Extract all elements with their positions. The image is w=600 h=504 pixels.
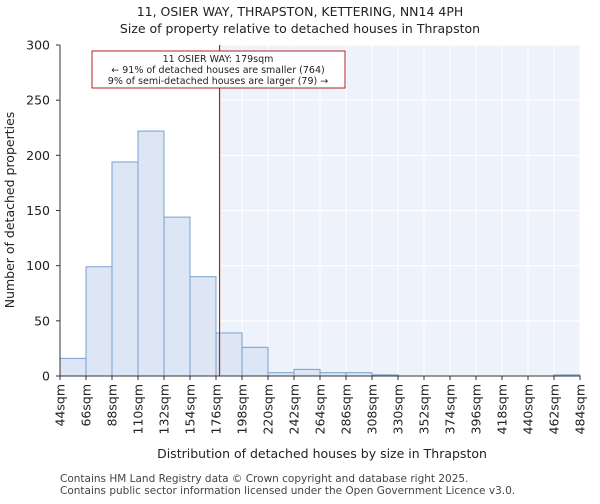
plot-area: 0 50 100 150 200 250 300 44sqm 66sqm 88sqm 110sqm 1… — [26, 38, 587, 435]
annotation-line-2: ← 91% of detached houses are smaller (76… — [111, 65, 324, 76]
y-tick-label: 200 — [26, 148, 50, 163]
bar — [241, 346, 269, 377]
x-tick-label: 374sqm — [443, 384, 458, 434]
bar — [293, 368, 321, 377]
x-tick-label: 462sqm — [547, 384, 562, 434]
y-tick-label: 250 — [26, 93, 50, 108]
x-tick-label: 44sqm — [53, 384, 68, 427]
bar — [163, 216, 191, 377]
x-tick-label: 176sqm — [209, 384, 224, 434]
y-tick-label: 150 — [26, 203, 50, 218]
x-tick-label: 352sqm — [417, 384, 432, 434]
chart-subtitle: Size of property relative to detached ho… — [120, 21, 480, 36]
y-tick-label: 100 — [26, 258, 50, 273]
footer-line-2: Contains public sector information licen… — [60, 485, 515, 497]
bar — [85, 266, 113, 377]
y-tick-label: 300 — [26, 38, 50, 53]
bar — [215, 332, 243, 377]
x-tick-label: 198sqm — [235, 384, 250, 434]
x-tick-label: 264sqm — [313, 384, 328, 434]
y-tick-label: 0 — [42, 369, 50, 384]
bar — [59, 357, 87, 377]
bar — [111, 161, 139, 377]
annotation-box — [91, 50, 346, 89]
bar — [137, 130, 165, 377]
y-tick-label: 50 — [34, 313, 50, 328]
x-tick-label: 286sqm — [339, 384, 354, 434]
x-tick-label: 440sqm — [521, 384, 536, 434]
x-tick-label: 66sqm — [79, 384, 94, 427]
x-tick-label: 220sqm — [261, 384, 276, 434]
x-tick-label: 418sqm — [495, 384, 510, 434]
bar — [189, 276, 217, 377]
x-tick-label: 110sqm — [131, 384, 146, 434]
x-tick-label: 396sqm — [469, 384, 484, 434]
annotation-line-3: 9% of semi-detached houses are larger (7… — [108, 76, 328, 87]
annotation-line-1: 11 OSIER WAY: 179sqm — [163, 54, 274, 65]
x-tick-label: 330sqm — [391, 384, 406, 434]
y-axis-label: Number of detached properties — [2, 112, 17, 309]
x-tick-label: 132sqm — [157, 384, 172, 434]
x-tick-label: 308sqm — [365, 384, 380, 434]
x-tick-label: 242sqm — [287, 384, 302, 434]
x-tick-label: 484sqm — [573, 384, 588, 434]
chart-title: 11, OSIER WAY, THRAPSTON, KETTERING, NN1… — [137, 4, 464, 19]
x-tick-label: 88sqm — [105, 384, 120, 427]
x-axis-label: Distribution of detached houses by size … — [157, 446, 487, 461]
footer-line-1: Contains HM Land Registry data © Crown c… — [60, 473, 468, 485]
x-tick-label: 154sqm — [183, 384, 198, 434]
